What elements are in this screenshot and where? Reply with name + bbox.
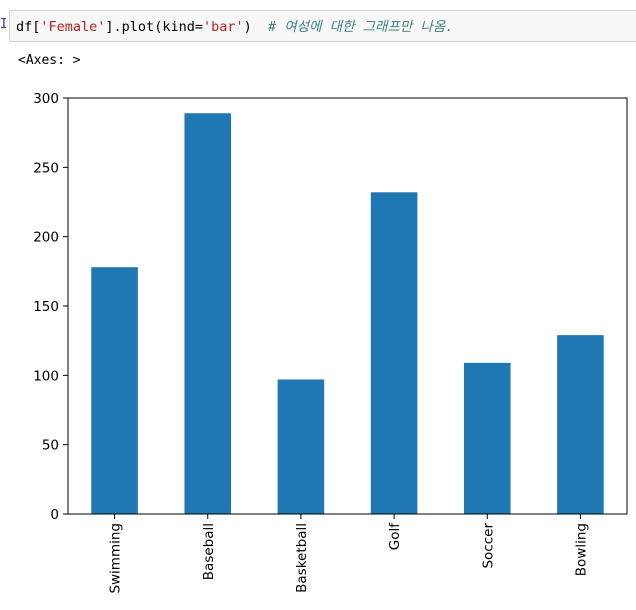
code-close: ) — [243, 19, 268, 35]
bar-basketball — [277, 379, 325, 514]
code-kind-string: 'bar' — [202, 19, 244, 35]
code-column-string: 'Female' — [40, 19, 106, 35]
bars-layer — [91, 113, 604, 515]
y-tick-label: 100 — [33, 368, 59, 384]
bar-chart: 0 50 100 150 200 250 300 Swimming Baseball Baske… — [33, 91, 628, 594]
bar-soccer — [463, 362, 511, 514]
y-tick-label: 200 — [33, 230, 59, 246]
y-tick-label: 0 — [50, 507, 59, 523]
code-line[interactable]: df['Female'].plot(kind='bar') # 여성에 대한 그… — [16, 17, 453, 37]
x-tick-label-soccer: Soccer — [480, 523, 496, 569]
code-cell-input[interactable]: df['Female'].plot(kind='bar') # 여성에 대한 그… — [9, 10, 636, 42]
x-axis: Swimming Baseball Basketball Golf Soccer Bowl… — [108, 514, 589, 594]
x-tick-label-golf: Golf — [387, 522, 403, 550]
bar-golf — [370, 192, 418, 514]
y-tick-label: 150 — [33, 299, 59, 315]
x-tick-label-bowling: Bowling — [573, 523, 589, 576]
y-tick-label: 50 — [42, 438, 59, 454]
bar-baseball — [184, 113, 232, 515]
y-axis: 0 50 100 150 200 250 300 — [33, 91, 68, 523]
x-tick-label-basketball: Basketball — [294, 523, 310, 593]
bar-swimming — [91, 267, 138, 514]
code-prefix: df[ — [16, 19, 41, 35]
x-tick-label-swimming: Swimming — [108, 523, 124, 594]
code-comment: # 여성에 대한 그래프만 나옴. — [268, 19, 454, 35]
output-repr-text: <Axes: > — [18, 53, 81, 68]
y-tick-label: 300 — [33, 91, 59, 107]
axes-frame — [67, 97, 628, 515]
cell-prompt: In — [0, 17, 6, 32]
x-tick-label-baseball: Baseball — [201, 523, 217, 580]
bar-bowling — [557, 335, 604, 514]
y-tick-label: 250 — [33, 160, 59, 176]
code-method: ].plot(kind= — [105, 19, 203, 35]
